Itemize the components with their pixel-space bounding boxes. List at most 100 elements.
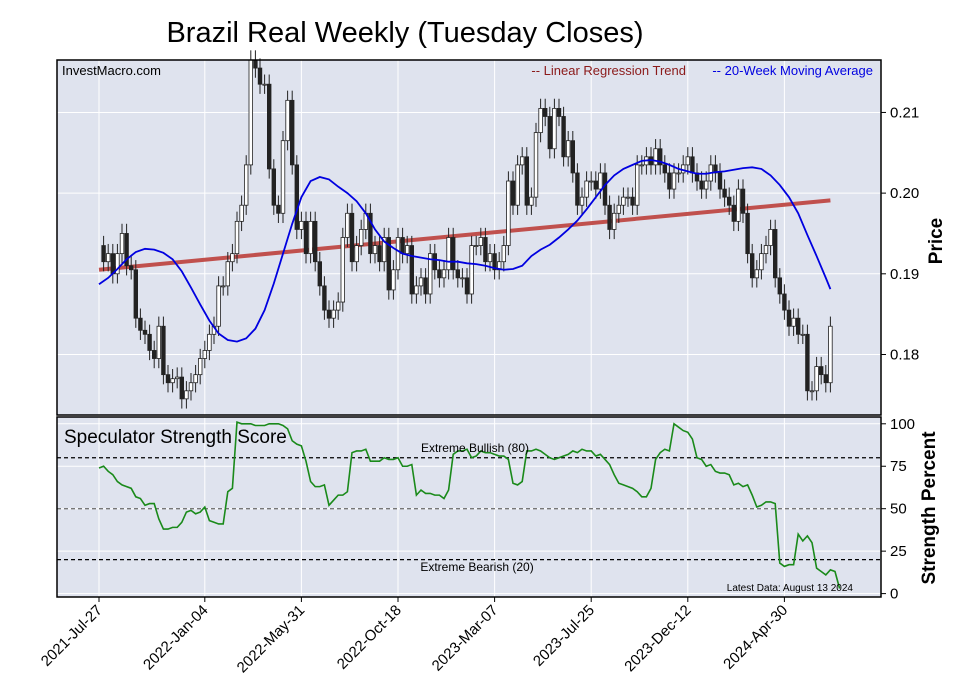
bullish-line-label: Extreme Bullish (80) xyxy=(421,441,529,455)
candle xyxy=(404,235,410,264)
candle-body xyxy=(303,220,309,255)
candle-body xyxy=(828,325,833,384)
candle-body xyxy=(483,237,488,263)
strength-panel-background xyxy=(57,417,881,597)
candle-body xyxy=(142,329,148,335)
candle-body xyxy=(377,245,382,263)
candle-body xyxy=(543,108,548,117)
candle xyxy=(368,203,373,264)
candle-body xyxy=(239,204,244,222)
candle-body xyxy=(699,180,704,190)
candle xyxy=(322,276,327,320)
candle xyxy=(234,211,240,264)
source-label: InvestMacro.com xyxy=(62,63,161,78)
candle xyxy=(561,106,566,167)
candle xyxy=(524,147,529,215)
candle-body xyxy=(653,148,658,166)
candle xyxy=(777,268,782,304)
candle-body xyxy=(492,253,497,271)
x-tick-label: 2022-May-31 xyxy=(234,602,309,677)
candle xyxy=(427,243,433,304)
candle-body xyxy=(524,156,529,206)
candle xyxy=(381,227,387,272)
candle xyxy=(520,147,525,175)
candle xyxy=(106,243,111,272)
candle-body xyxy=(529,196,534,206)
candle xyxy=(593,171,598,199)
candle xyxy=(704,171,709,199)
candle-body xyxy=(598,172,603,190)
candle xyxy=(556,98,562,127)
candle-body xyxy=(556,108,562,117)
candle-body xyxy=(566,140,571,158)
candle-body xyxy=(271,168,276,206)
candle-body xyxy=(312,220,318,263)
x-tick-label: 2021-Jul-27 xyxy=(38,602,106,670)
candle-body xyxy=(759,253,764,271)
candle xyxy=(331,300,336,328)
candle-body xyxy=(170,378,175,384)
price-panel-frame xyxy=(56,59,882,416)
candle-body xyxy=(197,358,203,376)
candle xyxy=(579,187,585,215)
candle-body xyxy=(717,172,723,190)
candle-body xyxy=(579,196,585,206)
candle xyxy=(340,227,345,312)
strength-score-line xyxy=(98,420,841,589)
candle xyxy=(658,139,663,175)
candle xyxy=(763,235,769,264)
candle xyxy=(533,122,539,207)
candle xyxy=(101,235,106,272)
candle xyxy=(280,131,286,223)
candle xyxy=(621,187,626,215)
candle-body xyxy=(667,172,672,190)
candle xyxy=(202,340,207,369)
candle-body xyxy=(188,382,194,392)
candle xyxy=(635,155,640,215)
candle xyxy=(147,324,152,361)
x-tick-label: 2023-Mar-07 xyxy=(429,602,502,675)
candle xyxy=(515,155,520,215)
candle xyxy=(625,187,631,207)
candle xyxy=(262,74,267,94)
candle-body xyxy=(612,212,617,230)
candle xyxy=(239,195,244,232)
candle-body xyxy=(340,237,345,303)
candle xyxy=(395,227,401,280)
candle xyxy=(243,155,249,215)
candle-body xyxy=(294,164,299,230)
candle-body xyxy=(414,285,419,295)
candle xyxy=(418,268,424,296)
candle-body xyxy=(147,333,152,351)
candle xyxy=(823,364,828,393)
strength-panel-frame xyxy=(56,416,882,598)
candle-body xyxy=(101,245,106,263)
candle-body xyxy=(662,164,667,174)
strength-tick-label: 25 xyxy=(890,543,907,560)
candle xyxy=(510,171,516,215)
candle xyxy=(128,256,134,280)
candle-body xyxy=(299,220,304,230)
candle xyxy=(303,211,309,264)
candle xyxy=(335,292,341,320)
price-panel-background xyxy=(57,60,881,415)
candle-body xyxy=(727,196,732,206)
candle-body xyxy=(722,188,727,198)
candle-body xyxy=(345,212,350,238)
candle-body xyxy=(354,245,359,263)
candle-body xyxy=(207,333,212,351)
candle-body xyxy=(676,172,681,175)
candle-body xyxy=(115,253,120,275)
candle xyxy=(432,243,437,280)
candle xyxy=(768,219,773,256)
ma-layer xyxy=(98,159,832,343)
x-tick-label: 2023-Dec-12 xyxy=(621,602,694,675)
candle-body xyxy=(450,237,456,271)
candle-body xyxy=(391,269,396,291)
candle-body xyxy=(427,253,433,295)
candle-body xyxy=(386,237,391,291)
candle xyxy=(750,243,755,288)
candle-body xyxy=(704,180,709,190)
regression-trend-line xyxy=(98,198,831,272)
candle xyxy=(446,227,451,280)
